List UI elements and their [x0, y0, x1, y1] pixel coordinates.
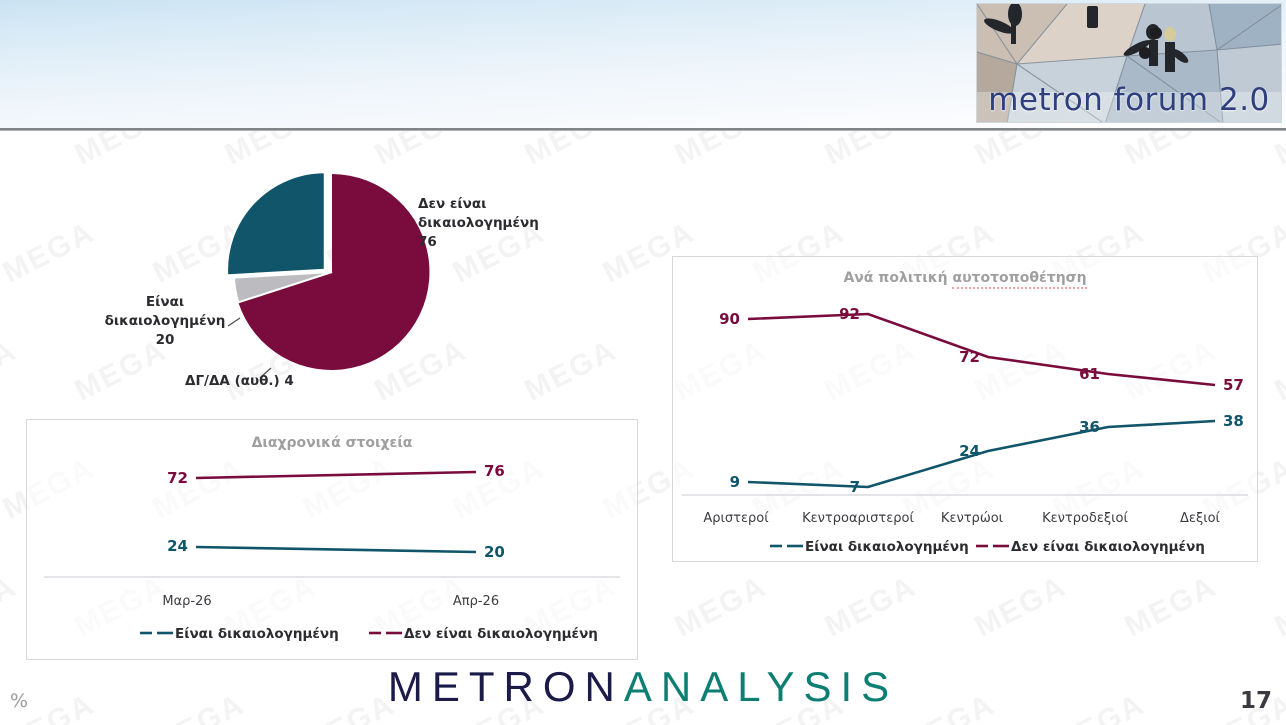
watermark-text: MEGA: [969, 569, 1072, 644]
political-legend-justified: Είναι δικαιολογημένη: [805, 539, 969, 555]
pie-label-not-justified-line1: Δεν είναι: [418, 196, 487, 212]
percent-unit-label: %: [10, 690, 29, 712]
political-xtick-0: Αριστεροί: [703, 511, 769, 526]
political-legend: Είναι δικαιολογημένη Δεν είναι δικαιολογ…: [770, 539, 1205, 555]
political-xtick-3: Κεντροδεξιοί: [1042, 511, 1128, 526]
watermark-text: MEGA: [819, 569, 922, 644]
pie-label-justified-line2: δικαιολογημένη: [104, 313, 226, 329]
political-series-not-justified: [747, 312, 1216, 387]
pie-chart-region: Δεν είναι δικαιολογημένη 76 Είναι δικαιο…: [105, 160, 670, 400]
political-value-justified-1: 7: [850, 478, 860, 496]
pie-slice-not-justified: [238, 174, 430, 370]
footer-brand-metron: METRON: [387, 663, 624, 710]
watermark-text: MEGA: [0, 569, 22, 644]
watermark-text: MEGA: [1269, 333, 1286, 408]
pie-label-not-justified: Δεν είναι δικαιολογημένη 76: [418, 195, 539, 252]
pie-leader-dk: [259, 367, 272, 379]
political-value-not-justified-1: 92: [839, 305, 860, 323]
political-value-justified-4: 38: [1223, 412, 1244, 430]
logo-photo: [977, 4, 1281, 122]
timeline-chart-svg: 72 76 24 20 Μαρ-26 Απρ-26 Είναι δικαιολο…: [44, 462, 620, 642]
timeline-value-justified-1: 20: [484, 543, 505, 561]
metron-forum-logo: metron forum 2.0: [976, 3, 1282, 123]
timeline-value-not-justified-1: 76: [484, 462, 505, 480]
pie-chart-svg: [225, 170, 430, 379]
political-value-not-justified-0: 90: [719, 310, 740, 328]
timeline-xtick-0: Μαρ-26: [162, 594, 211, 609]
timeline-xtick-1: Απρ-26: [453, 594, 499, 609]
political-series-justified: [747, 419, 1216, 489]
timeline-legend: Είναι δικαιολογημένη Δεν είναι δικαιολογ…: [140, 626, 598, 642]
logo-text: metron forum 2.0: [988, 82, 1270, 118]
pie-slice-justified: [225, 170, 327, 277]
timeline-legend-not-justified: Δεν είναι δικαιολογημένη: [404, 626, 598, 642]
political-panel: [672, 256, 1258, 562]
watermark-text: MEGA: [1119, 569, 1222, 644]
page-number: 17: [1239, 688, 1272, 714]
timeline-series-not-justified: [195, 470, 477, 480]
political-xtick-2: Κεντρώοι: [941, 511, 1003, 526]
political-value-not-justified-2: 72: [959, 348, 980, 366]
metron-analysis-footer-logo: METRONANALYSIS: [0, 662, 1286, 711]
watermark-text: MEGA: [0, 333, 22, 408]
political-xtick-1: Κεντροαριστεροί: [802, 511, 914, 526]
political-value-not-justified-3: 61: [1079, 365, 1100, 383]
political-legend-not-justified: Δεν είναι δικαιολογημένη: [1011, 539, 1205, 555]
footer-brand-analysis: ANALYSIS: [623, 663, 899, 710]
pie-leader-justified: [227, 317, 241, 327]
political-xtick-4: Δεξιοί: [1180, 511, 1221, 526]
pie-label-justified-value: 20: [155, 332, 175, 348]
timeline-panel: [26, 419, 638, 660]
timeline-value-justified-0: 24: [167, 537, 188, 555]
header-divider: [0, 128, 1286, 131]
watermark-text: MEGA: [1269, 569, 1286, 644]
watermark-text: MEGA: [669, 569, 772, 644]
pie-label-justified: Είναι δικαιολογημένη 20: [100, 293, 230, 350]
political-value-justified-3: 36: [1079, 418, 1100, 436]
pie-label-not-justified-value: 76: [418, 234, 437, 250]
timeline-series-justified: [195, 545, 477, 554]
timeline-legend-justified: Είναι δικαιολογημένη: [175, 626, 339, 642]
political-value-justified-0: 9: [730, 473, 740, 491]
timeline-value-not-justified-0: 72: [167, 469, 188, 487]
pie-slice-dk-na: [232, 271, 333, 304]
political-value-justified-2: 24: [959, 442, 980, 460]
pie-label-justified-line1: Είναι: [145, 294, 185, 310]
watermark-text: MEGA: [0, 215, 100, 290]
political-chart-svg: 90 92 72 61 57 9 7 24 36 38 Αριστεροί Κε…: [682, 305, 1248, 555]
political-value-not-justified-4: 57: [1223, 376, 1244, 394]
pie-label-dk-na: ΔΓ/ΔΑ (αυθ.) 4: [185, 373, 294, 389]
pie-label-not-justified-line2: δικαιολογημένη: [418, 215, 539, 231]
